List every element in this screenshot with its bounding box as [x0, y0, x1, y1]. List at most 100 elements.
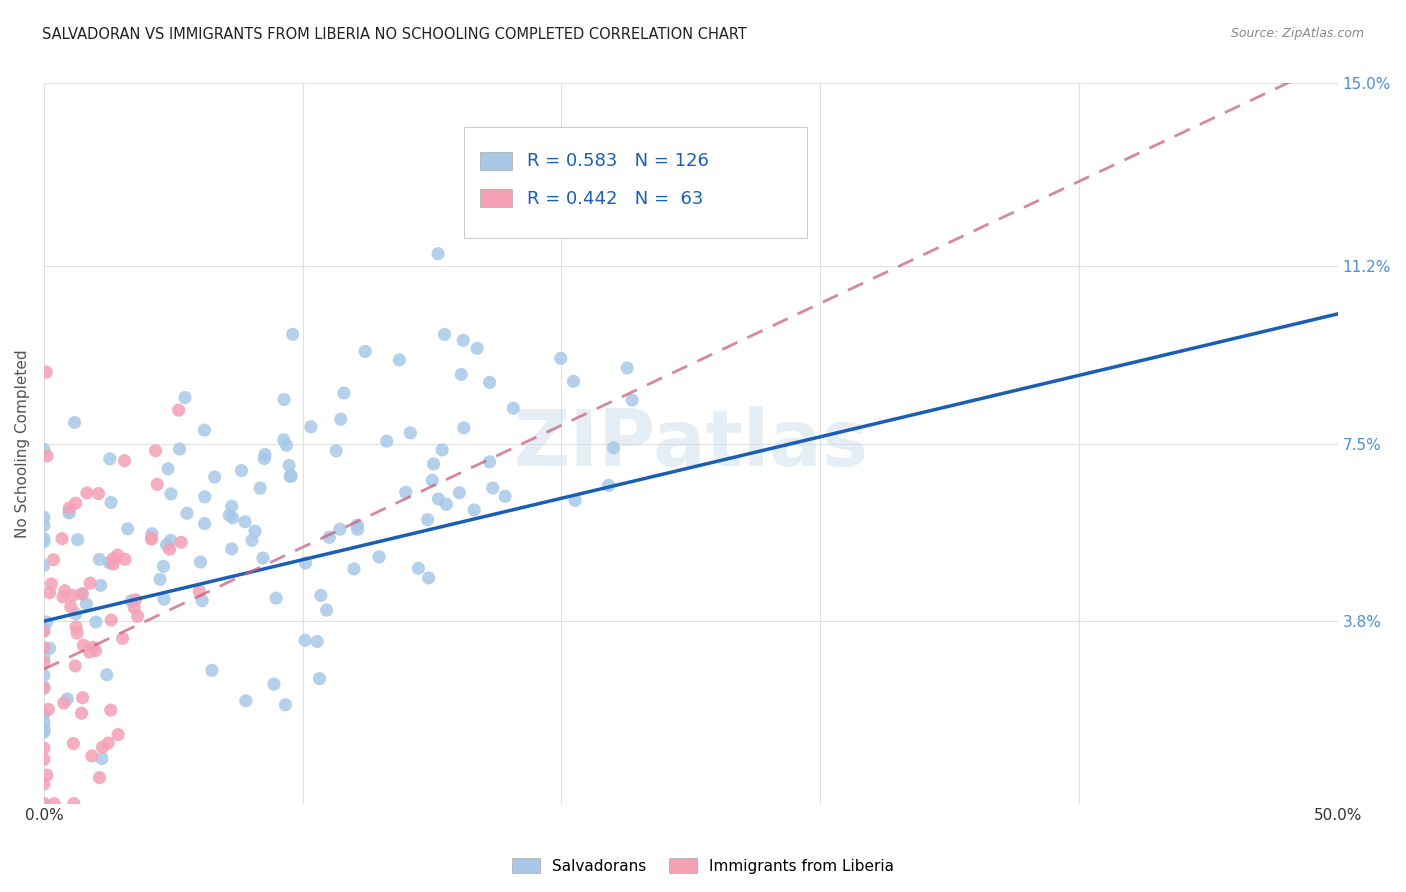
Point [32, 442, 55, 457]
Point [188, 583, 211, 598]
Point [100, 703, 122, 717]
Point [408, 561, 430, 575]
Point [434, 497, 457, 511]
Point [65, 496, 87, 510]
Point [564, 493, 586, 508]
Point [152, 559, 174, 574]
Point [80, 748, 103, 763]
Point [87, 486, 110, 500]
Point [155, 538, 177, 552]
Point [59, 599, 82, 614]
Point [100, 613, 122, 627]
Point [51, 532, 73, 546]
Legend: Salvadorans, Immigrants from Liberia: Salvadorans, Immigrants from Liberia [506, 852, 900, 880]
Point [82, 640, 104, 655]
Point [32, 534, 55, 549]
Point [32, 797, 55, 811]
Point [375, 434, 398, 449]
FancyBboxPatch shape [479, 152, 512, 169]
Point [32, 623, 55, 637]
Point [32, 510, 55, 524]
Point [156, 462, 179, 476]
Point [240, 533, 263, 548]
Point [395, 485, 418, 500]
Point [221, 511, 243, 525]
Point [32, 558, 55, 573]
Point [174, 391, 197, 405]
Point [32, 649, 55, 664]
Point [368, 549, 391, 564]
Point [346, 518, 368, 533]
Point [231, 464, 253, 478]
Point [176, 506, 198, 520]
Point [478, 376, 501, 390]
Point [79, 645, 101, 659]
Point [35, 365, 58, 379]
Point [32, 752, 55, 766]
Point [84, 615, 107, 629]
Point [201, 664, 224, 678]
Point [325, 444, 347, 458]
Text: Source: ZipAtlas.com: Source: ZipAtlas.com [1230, 27, 1364, 40]
Point [190, 555, 212, 569]
Point [70, 587, 93, 601]
Point [96, 667, 118, 681]
Point [103, 557, 125, 571]
Point [100, 495, 122, 509]
Point [278, 458, 301, 473]
Text: R = 0.442   N =  63: R = 0.442 N = 63 [526, 190, 703, 208]
Point [65, 607, 87, 621]
Point [32, 723, 55, 738]
Point [273, 433, 295, 447]
Point [127, 609, 149, 624]
Point [307, 634, 329, 648]
Point [463, 503, 485, 517]
Point [32, 624, 55, 639]
Point [494, 489, 516, 503]
Point [44, 797, 66, 811]
Point [32, 797, 55, 811]
Point [38, 585, 60, 599]
Point [32, 707, 55, 722]
Point [63, 416, 86, 430]
Point [170, 535, 193, 549]
Point [97, 736, 120, 750]
Point [32, 777, 55, 791]
Point [149, 572, 172, 586]
Point [416, 513, 439, 527]
Point [273, 392, 295, 407]
Point [418, 571, 440, 585]
Point [191, 593, 214, 607]
Point [299, 420, 322, 434]
Point [194, 490, 217, 504]
Point [62, 737, 84, 751]
Point [35, 768, 58, 782]
Point [318, 530, 340, 544]
Text: R = 0.583   N = 126: R = 0.583 N = 126 [526, 153, 709, 170]
Point [32, 741, 55, 756]
Point [146, 477, 169, 491]
Point [249, 481, 271, 495]
Point [107, 728, 129, 742]
Point [308, 672, 330, 686]
Point [264, 591, 287, 606]
Point [72, 638, 94, 652]
Point [32, 518, 55, 533]
Point [478, 455, 501, 469]
Point [204, 470, 226, 484]
Point [194, 516, 217, 531]
Point [89, 771, 111, 785]
Point [66, 533, 89, 547]
Point [253, 451, 276, 466]
Point [276, 438, 298, 452]
Point [32, 655, 55, 669]
Point [141, 531, 163, 545]
Point [233, 515, 256, 529]
Point [52, 696, 75, 710]
Point [329, 522, 352, 536]
Point [420, 473, 443, 487]
Point [481, 481, 503, 495]
Text: ZIPatlas: ZIPatlas [513, 406, 869, 482]
Point [550, 351, 572, 366]
Point [427, 491, 450, 506]
